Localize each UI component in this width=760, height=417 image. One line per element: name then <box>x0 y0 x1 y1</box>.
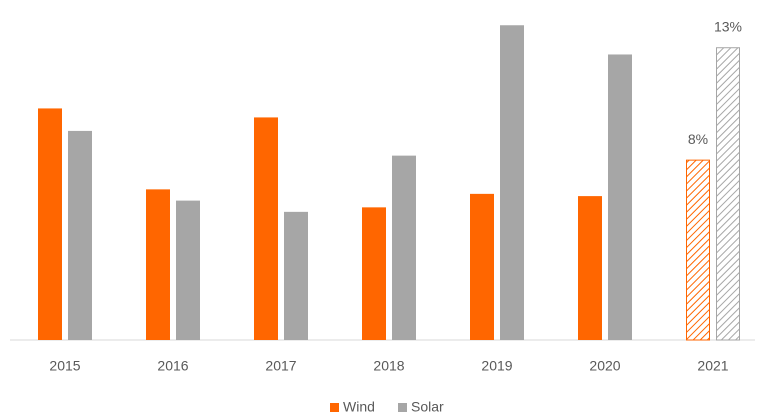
bar <box>68 130 92 340</box>
legend-swatch <box>398 403 407 412</box>
bar <box>392 155 416 340</box>
bar <box>716 47 740 341</box>
bar <box>470 193 494 340</box>
bar <box>284 211 308 340</box>
legend-label: Solar <box>411 399 444 415</box>
x-tick-label: 2019 <box>481 358 512 374</box>
x-tick-label: 2015 <box>49 358 80 374</box>
bar <box>686 159 710 341</box>
bar <box>146 189 170 340</box>
x-tick-label: 2020 <box>589 358 620 374</box>
data-label: 13% <box>714 18 742 34</box>
x-tick-label: 2017 <box>265 358 296 374</box>
x-tick-label: 2016 <box>157 358 188 374</box>
bar <box>254 117 278 341</box>
bar <box>578 196 602 340</box>
bar <box>38 108 62 341</box>
legend-swatch <box>330 403 339 412</box>
bar <box>362 207 386 340</box>
x-tick-label: 2021 <box>697 358 728 374</box>
bar <box>176 200 200 340</box>
bar <box>500 25 524 340</box>
bar <box>608 54 632 340</box>
legend-label: Wind <box>343 399 375 415</box>
x-tick-label: 2018 <box>373 358 404 374</box>
data-label: 8% <box>688 131 708 147</box>
